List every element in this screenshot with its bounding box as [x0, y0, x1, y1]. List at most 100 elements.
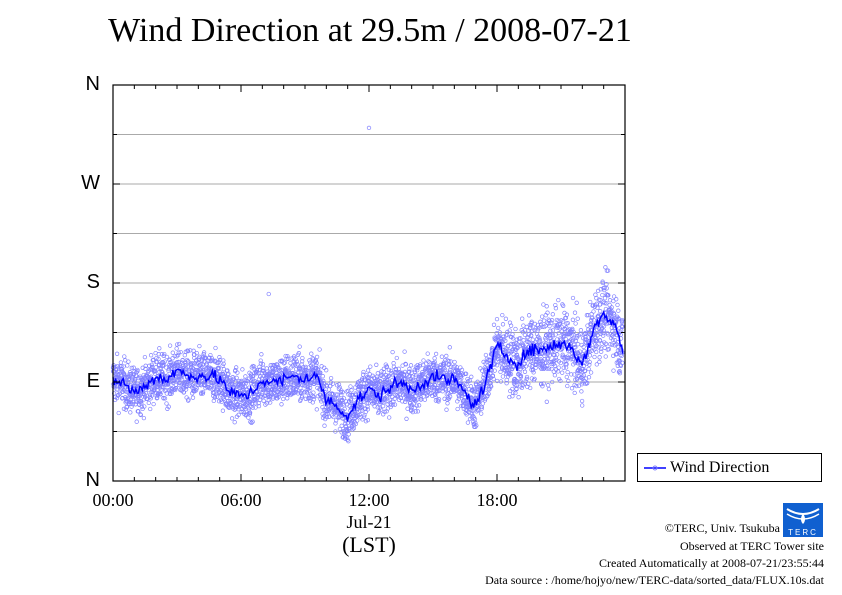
scatter-point [538, 319, 543, 324]
scatter-point [129, 365, 134, 371]
scatter-point [355, 412, 361, 418]
legend-label: Wind Direction [670, 458, 770, 476]
scatter-point [115, 387, 120, 392]
scatter-point [560, 319, 566, 324]
scatter-point [575, 342, 581, 347]
scatter-point [569, 386, 575, 391]
scatter-point [479, 406, 484, 411]
scatter-point [573, 345, 578, 350]
scatter-point [552, 363, 558, 368]
source-text: Data source : /home/hojyo/new/TERC-data/… [485, 573, 824, 587]
scatter-point [349, 388, 354, 393]
scatter-point [526, 381, 531, 386]
scatter-point [458, 403, 464, 409]
scatter-point [414, 403, 419, 408]
scatter-point [444, 353, 449, 359]
scatter-point [217, 369, 222, 374]
scatter-point [500, 339, 505, 345]
scatter-point [191, 348, 196, 353]
scatter-point [252, 379, 257, 384]
scatter-point [443, 358, 448, 363]
scatter-point [142, 354, 148, 360]
scatter-point [491, 322, 497, 327]
scatter-point [309, 351, 314, 356]
scatter-point [510, 336, 516, 341]
scatter-point [297, 344, 302, 349]
scatter-point [603, 341, 609, 346]
scatter-point [594, 349, 599, 355]
scatter-point [299, 393, 305, 399]
scatter-point [300, 355, 305, 361]
scatter-point [603, 354, 608, 359]
scatter-point [133, 399, 139, 405]
scatter-point [495, 349, 500, 354]
scatter-point [483, 352, 489, 358]
scatter-point [405, 406, 410, 411]
scatter-point [506, 343, 511, 348]
scatter-point [162, 351, 167, 357]
scatter-point [618, 352, 623, 358]
scatter-point [463, 371, 469, 376]
scatter-point [542, 343, 547, 348]
scatter-point [330, 381, 336, 386]
copyright-text: ©TERC, Univ. Tsukuba [664, 521, 780, 535]
scatter-point [243, 374, 248, 379]
y-tick-label: N [85, 469, 100, 491]
scatter-point [620, 317, 625, 323]
scatter-point [602, 296, 608, 301]
scatter-point [135, 367, 140, 373]
scatter-point [602, 345, 607, 350]
scatter-point [620, 324, 625, 329]
scatter-point [314, 407, 319, 412]
scatter-point [581, 363, 587, 369]
scatter-point [561, 303, 566, 308]
scatter-point [480, 395, 485, 400]
scatter-point [128, 410, 133, 415]
scatter-point [269, 391, 274, 396]
scatter-point [149, 362, 154, 367]
y-tick-label: S [86, 271, 100, 293]
scatter-point [558, 378, 563, 384]
scatter-point [592, 354, 597, 360]
scatter-point [560, 370, 565, 375]
scatter-point [160, 384, 166, 390]
scatter-point [603, 265, 608, 270]
scatter-point [251, 364, 257, 369]
scatter-point [498, 379, 504, 384]
scatter-point [200, 391, 206, 396]
scatter-point [465, 420, 471, 425]
scatter-point [561, 365, 566, 370]
scatter-point [157, 369, 162, 375]
scatter-point [508, 323, 514, 328]
scatter-point [612, 312, 617, 317]
scatter-point [212, 390, 217, 395]
scatter-point [357, 412, 362, 418]
scatter-point [559, 337, 564, 342]
scatter-point [276, 394, 281, 400]
scatter-point [616, 369, 622, 375]
scatter-point [215, 386, 220, 391]
scatter-point [550, 312, 555, 317]
scatter-point [365, 407, 370, 412]
scatter-point [256, 403, 262, 409]
scatter-point [569, 372, 574, 377]
scatter-point [158, 392, 163, 397]
scatter-point [339, 423, 344, 428]
scatter-point [604, 286, 609, 291]
scatter-point [170, 350, 175, 355]
scatter-point [592, 304, 597, 309]
scatter-point [413, 372, 419, 378]
scatter-point [334, 383, 340, 388]
scatter-point [324, 368, 329, 373]
scatter-point [232, 379, 238, 384]
scatter-point [270, 395, 276, 400]
scatter-point [581, 373, 586, 378]
scatter-point [447, 394, 453, 399]
scatter-point [571, 337, 576, 342]
svg-text:TERC: TERC [788, 528, 818, 537]
scatter-point [500, 366, 505, 371]
scatter-point [564, 374, 569, 380]
scatter-point [596, 345, 601, 350]
scatter-point [205, 384, 210, 390]
scatter-point [407, 366, 412, 372]
